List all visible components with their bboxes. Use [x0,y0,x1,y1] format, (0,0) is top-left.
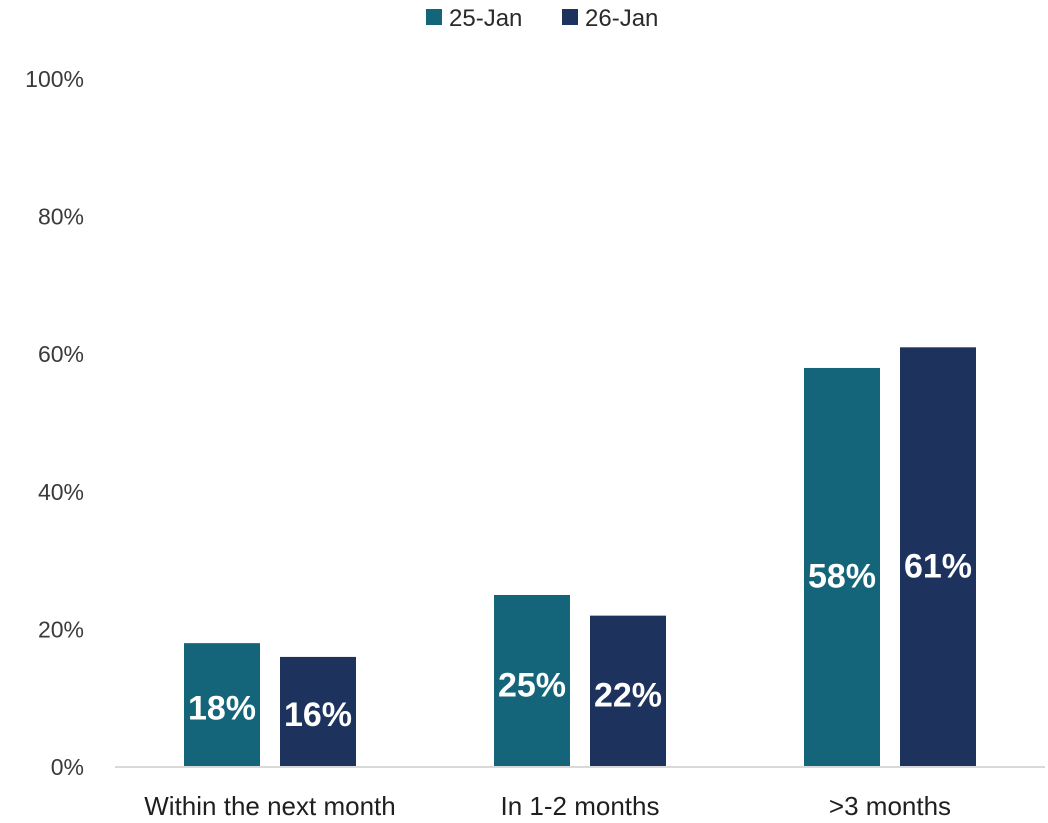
y-axis: 0% 20% 40% 60% 80% 100% [25,66,84,780]
y-tick-label: 20% [38,616,84,642]
category-label: Within the next month [144,791,395,821]
category-label: In 1-2 months [501,791,660,821]
legend-label: 26-Jan [585,5,658,32]
category-label: >3 months [829,791,951,821]
data-label: 25% [498,666,566,704]
bars [184,347,976,767]
data-label: 58% [808,557,876,595]
bar-25-Jan-0 [184,643,260,767]
data-label: 22% [594,676,662,714]
bar-25-Jan-2 [804,367,880,767]
y-tick-label: 60% [38,341,84,367]
data-label: 18% [188,690,256,728]
data-label: 16% [284,696,352,734]
bar-25-Jan-1 [494,595,570,767]
legend-label: 25-Jan [449,5,522,32]
y-tick-label: 100% [25,66,84,92]
legend-swatch [562,9,578,25]
legend: 25-Jan 26-Jan [426,5,658,32]
bar-26-Jan-0 [280,656,356,767]
bar-26-Jan-2 [900,347,976,767]
data-label: 61% [904,548,972,586]
y-tick-label: 40% [38,479,84,505]
y-tick-label: 80% [38,204,84,230]
bar-26-Jan-1 [590,615,666,767]
data-labels: 18% 16% 25% 22% 58% 61% [188,548,972,735]
x-axis: Within the next month In 1-2 months >3 mon… [115,766,1045,821]
legend-swatch [426,9,442,25]
y-tick-label: 0% [51,754,84,780]
